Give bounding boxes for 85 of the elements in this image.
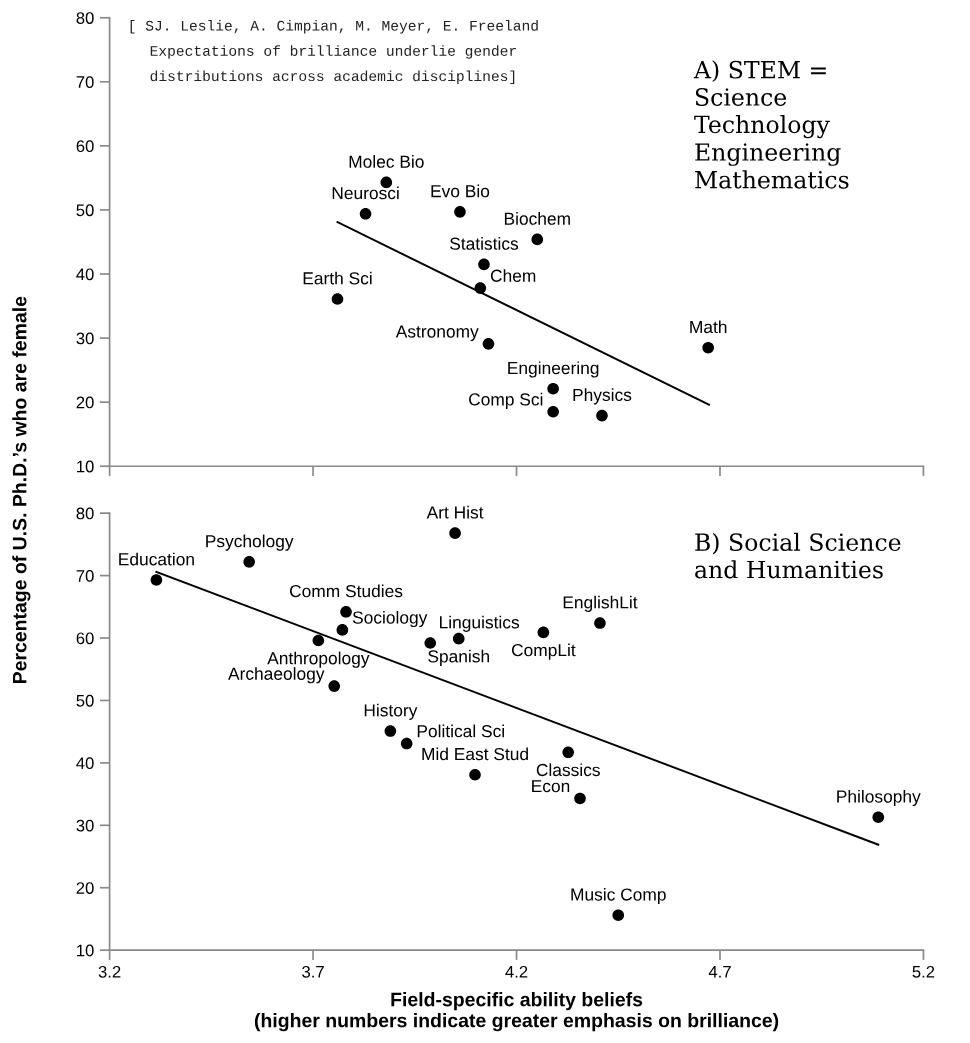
- annotation: B) Social Science and Humanities: [695, 532, 901, 579]
- annotation: A) STEM = Science Technology Engineering Mathematics: [693, 60, 849, 189]
- y-tick-label: 70: [76, 76, 94, 88]
- x-tick-label: 4.2: [505, 965, 528, 978]
- point: [454, 206, 466, 218]
- annotation: Education: [119, 552, 194, 566]
- annotation: History: [364, 703, 418, 720]
- y-tick-label: 80: [76, 12, 94, 24]
- annotation: Chem: [490, 269, 536, 282]
- point: [478, 258, 490, 271]
- annotation: Astronomy: [395, 325, 479, 342]
- point: [449, 527, 461, 539]
- point: [243, 556, 255, 568]
- annotation: Econ: [532, 780, 570, 793]
- point: [547, 405, 559, 418]
- y-axis-title: Percentage of U.S. Ph.D.’s who are female: [12, 296, 31, 684]
- y-tick-label: 30: [76, 819, 94, 832]
- annotation: Spanish: [428, 649, 489, 666]
- annotation: Statistics: [450, 237, 519, 250]
- annotation: CompLit: [511, 643, 576, 660]
- point: [531, 233, 544, 246]
- annotation: Linguistics: [440, 615, 520, 632]
- y-tick-label: 60: [76, 140, 94, 153]
- annotation: Political Sci: [417, 724, 504, 738]
- point: [594, 617, 606, 629]
- annotation: Music Comp: [571, 887, 666, 905]
- point: [424, 637, 437, 649]
- point: [452, 632, 465, 645]
- point: [331, 293, 344, 305]
- annotation: Archaeology: [228, 667, 325, 684]
- y-tick-label: 20: [76, 882, 94, 894]
- point: [359, 207, 372, 220]
- point: [150, 574, 163, 586]
- y-tick-label: 40: [76, 268, 94, 281]
- point: [562, 746, 575, 759]
- annotation: Philosophy: [837, 789, 921, 807]
- point: [872, 811, 885, 823]
- annotation: Engineering: [508, 361, 599, 378]
- annotation: Comp Sci: [469, 392, 543, 409]
- x-axis-title: Field-specific ability beliefs (higher numbers indicate greater emphasis on brilliance): [254, 992, 779, 1032]
- point: [469, 768, 481, 781]
- y-tick-label: 10: [77, 944, 94, 957]
- annotation: Neurosci: [332, 186, 399, 200]
- point: [328, 680, 341, 692]
- point: [384, 725, 397, 737]
- x-tick-label: 3.7: [302, 965, 324, 978]
- point: [482, 338, 495, 350]
- annotation: Evo Bio: [431, 184, 490, 198]
- annotation: Classics: [536, 763, 600, 777]
- y-tick-label: 80: [76, 507, 94, 520]
- annotation: Earth Sci: [303, 271, 372, 285]
- y-tick-label: 40: [76, 757, 94, 770]
- annotation: Mid East Stud: [422, 747, 528, 761]
- annotation: Art Hist: [426, 505, 484, 519]
- point: [312, 634, 325, 647]
- x-tick-label: 5.2: [912, 965, 935, 978]
- point: [547, 382, 559, 395]
- y-tick-label: 50: [76, 204, 94, 217]
- annotation: Anthropology: [267, 651, 370, 668]
- y-tick-label: 30: [76, 332, 94, 345]
- annotation: [ SJ. Leslie, A. Cimpian, M. Meyer, E. Freeland Expectations of brilliance underlie gender distributions across academic disciplines]: [130, 19, 538, 85]
- y-tick-label: 50: [76, 694, 94, 707]
- point: [702, 341, 714, 354]
- y-tick-label: 20: [76, 396, 94, 409]
- point: [336, 624, 349, 636]
- annotation: Math: [690, 320, 727, 334]
- x-tick-label: 3.2: [98, 965, 121, 978]
- x-tick-label: 4.7: [708, 966, 731, 978]
- annotation: Physics: [573, 388, 632, 405]
- y-tick-label: 70: [76, 569, 94, 582]
- annotation: Sociology: [352, 610, 428, 628]
- point: [474, 282, 487, 294]
- point: [574, 792, 586, 805]
- point: [340, 605, 352, 618]
- point: [612, 909, 625, 922]
- annotation: Psychology: [206, 534, 294, 551]
- point: [596, 409, 608, 422]
- point: [400, 737, 413, 750]
- annotation: Comm Studies: [289, 584, 403, 598]
- annotation: Molec Bio: [349, 155, 424, 168]
- annotation: Biochem: [504, 212, 570, 225]
- y-tick-label: 60: [76, 632, 94, 645]
- annotation: EnglishLit: [563, 595, 638, 612]
- point: [537, 626, 550, 639]
- y-tick-label: 10: [77, 460, 94, 473]
